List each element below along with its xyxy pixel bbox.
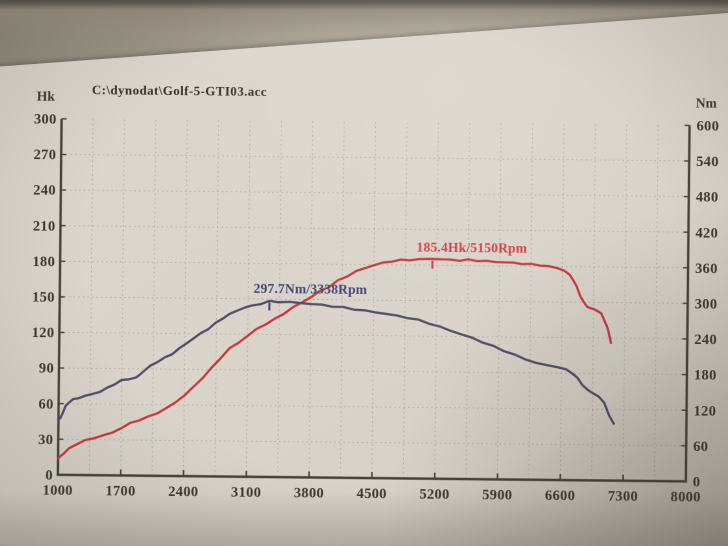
power-curve [56, 257, 613, 460]
grid-line-vertical [308, 121, 314, 478]
x-axis-tick-label: 6600 [545, 488, 575, 504]
x-axis-tick-label: 1000 [43, 483, 73, 499]
y-left-tick-label: 0 [45, 468, 53, 484]
grid-line-vertical [120, 119, 125, 476]
x-axis-tick-label: 2400 [168, 484, 198, 500]
x-axis-tick-label: 1700 [105, 483, 135, 499]
y-right-tick-label: 600 [696, 118, 719, 134]
y-left-tick-label: 210 [33, 218, 56, 234]
x-axis-tick-label: 3800 [294, 485, 324, 501]
y-left-tick-label: 150 [32, 290, 55, 306]
grid-line-horizontal [60, 225, 689, 233]
y-right-tick-label: 420 [695, 225, 718, 241]
y-left-tick-label: 180 [32, 254, 55, 270]
file-path-label: C:\dynodat\Golf-5-GTI03.acc [91, 82, 268, 99]
y-left-tick-label: 60 [38, 396, 53, 412]
torque-curve [59, 299, 615, 425]
y-left-tick-label: 300 [34, 112, 57, 128]
grid-line-horizontal [58, 367, 687, 376]
grid-line-horizontal [58, 403, 687, 411]
grid-line-vertical [653, 125, 659, 482]
grid-line-horizontal [59, 331, 688, 340]
right-axis-unit-label: Nm [695, 95, 717, 111]
y-right-tick-label: 480 [696, 190, 719, 206]
y-right-tick-label: 120 [693, 403, 716, 419]
torque-peak-annotation: 297.7Nm/3338Rpm [253, 281, 368, 298]
power-peak-annotation: 185.4Hk/5150Rpm [416, 239, 528, 256]
y-left-tick-label: 270 [33, 147, 56, 163]
left-axis-unit-label: Hk [36, 88, 55, 104]
y-right-tick-label: 0 [693, 474, 701, 490]
grid-line-horizontal [61, 153, 690, 162]
y-right-tick-label: 360 [695, 261, 718, 277]
y-right-tick-label: 240 [694, 332, 717, 348]
y-right-tick-label: 180 [694, 368, 717, 384]
x-axis-tick-label: 8000 [670, 489, 700, 505]
y-left-tick-label: 240 [33, 183, 56, 199]
grid-line-horizontal [60, 189, 689, 198]
x-axis-tick-label: 3100 [231, 485, 261, 501]
x-axis-tick-label: 5900 [482, 487, 512, 503]
y-left-tick-label: 30 [38, 432, 53, 448]
y-right-tick-label: 60 [693, 439, 708, 455]
y-right-tick-label: 540 [696, 154, 719, 170]
y-left-tick-label: 120 [32, 325, 55, 341]
x-axis-tick-label: 7300 [608, 489, 638, 505]
grid-line-horizontal [59, 296, 688, 304]
y-left-tick-label: 90 [39, 361, 54, 377]
x-axis-tick-label: 4500 [357, 486, 387, 502]
grid-line-horizontal [58, 438, 687, 447]
y-right-tick-label: 300 [695, 296, 718, 312]
x-axis-tick-label: 5200 [419, 487, 449, 503]
